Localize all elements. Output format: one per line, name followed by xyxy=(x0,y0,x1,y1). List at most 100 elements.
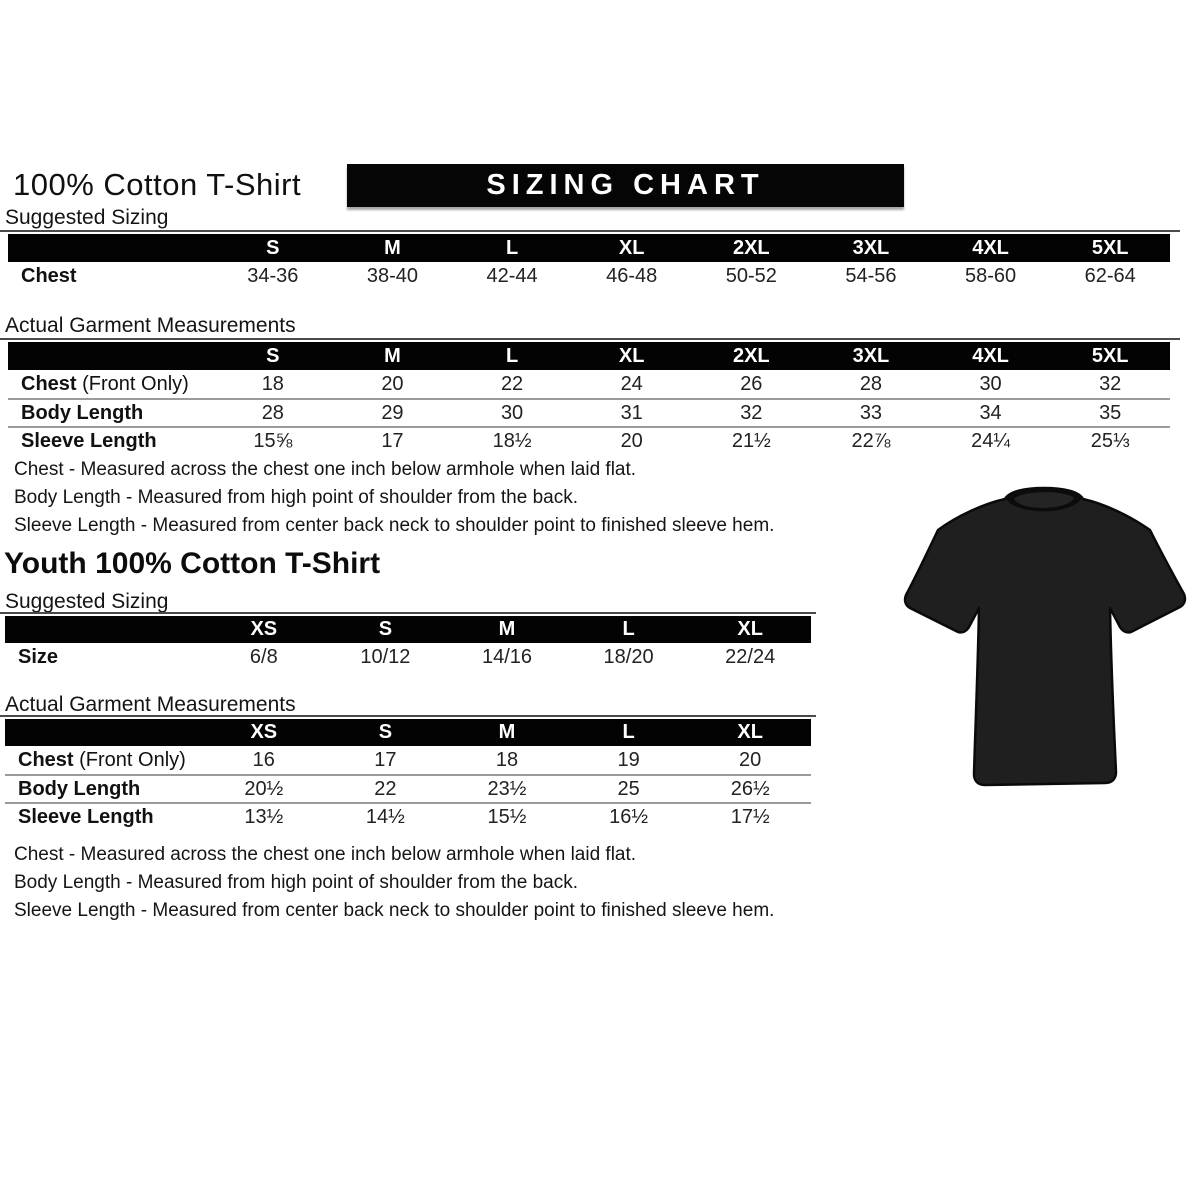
size-column-header: L xyxy=(622,721,635,743)
sizing-chart-banner: SIZING CHART xyxy=(347,164,904,207)
row-label: Chest xyxy=(21,264,77,287)
size-column-header: L xyxy=(505,344,519,367)
tshirt-collar-inner xyxy=(1014,492,1074,508)
row-label: Size xyxy=(18,645,59,668)
measurement-value: 23½ xyxy=(487,777,527,800)
measurement-value: 22 xyxy=(374,777,397,800)
size-column-header: XL xyxy=(618,236,645,259)
measurement-note: Chest - Measured across the chest one in… xyxy=(14,844,637,865)
measurement-value: 18 xyxy=(495,748,519,771)
heading-rule xyxy=(0,230,1180,232)
row-label: Sleeve Length xyxy=(21,429,157,452)
measurement-value: 29 xyxy=(381,401,404,424)
measurement-value: 6/8 xyxy=(249,645,278,668)
adult-section-title: 100% Cotton T-Shirt xyxy=(13,167,302,202)
measurement-value: 22⅞ xyxy=(851,429,891,452)
measurement-value: 33 xyxy=(859,401,883,424)
measurement-note: Body Length - Measured from high point o… xyxy=(14,872,578,893)
measurement-value: 38-40 xyxy=(366,264,419,287)
measurement-note: Chest - Measured across the chest one in… xyxy=(14,459,637,480)
youth-actual-measurements-heading: Actual Garment Measurements xyxy=(5,693,296,716)
measurement-value: 14½ xyxy=(365,805,405,828)
measurement-value: 20½ xyxy=(244,777,284,800)
size-column-header: 4XL xyxy=(972,344,1009,367)
measurement-value: 34-36 xyxy=(247,264,299,287)
measurement-value: 46-48 xyxy=(606,264,658,287)
measurement-note: Body Length - Measured from high point o… xyxy=(14,487,578,508)
measurement-value: 31 xyxy=(620,401,643,424)
size-header-row: XS S M L XL xyxy=(5,719,811,746)
measurement-value: 24¼ xyxy=(971,429,1011,452)
size-column-header: 5XL xyxy=(1091,344,1129,367)
measurement-value: 14/16 xyxy=(481,645,533,668)
measurement-value: 13½ xyxy=(244,805,284,828)
size-column-header: 4XL xyxy=(972,236,1009,259)
measurement-value: 18 xyxy=(261,372,284,395)
heading-rule xyxy=(0,612,816,614)
measurement-value: 10/12 xyxy=(360,645,411,668)
measurement-value: 24 xyxy=(620,372,643,395)
measurement-value: 50-52 xyxy=(725,264,777,287)
size-header-row: XS S M L XL xyxy=(5,616,811,643)
heading-rule xyxy=(0,338,1180,340)
row-label: Body Length xyxy=(18,777,141,800)
size-column-header: XS xyxy=(250,618,278,640)
youth-section-title: Youth 100% Cotton T-Shirt xyxy=(4,547,381,580)
size-column-header: XL xyxy=(618,344,645,367)
size-column-header: 3XL xyxy=(852,236,890,259)
adult-measurement-notes: Chest - Measured across the chest one in… xyxy=(14,459,774,543)
size-column-header: M xyxy=(498,721,516,743)
size-column-header: 3XL xyxy=(852,344,890,367)
measurement-value: 21½ xyxy=(731,429,771,452)
measurement-value: 18/20 xyxy=(603,645,654,668)
measurement-value: 32 xyxy=(740,401,763,424)
size-column-header: M xyxy=(384,344,401,367)
row-label: Body Length xyxy=(21,401,144,424)
size-column-header: L xyxy=(505,236,519,259)
measurement-value: 17 xyxy=(374,748,397,771)
measurement-value: 30 xyxy=(979,372,1002,395)
size-column-header: M xyxy=(498,618,516,640)
measurement-value: 30 xyxy=(500,401,524,424)
measurement-row: Size 6/8 10/12 14/16 18/20 22/24 xyxy=(5,643,811,671)
measurement-value: 26 xyxy=(740,372,763,395)
row-label: Sleeve Length xyxy=(18,805,154,828)
size-header-row: S M L XL 2XL 3XL 4XL 5XL xyxy=(8,234,1170,262)
size-column-header: XL xyxy=(737,618,763,640)
measurement-value: 17½ xyxy=(730,805,770,828)
measurement-row: Body Length 20½ 22 23½ 25 26½ xyxy=(5,774,811,802)
size-column-header: S xyxy=(266,236,280,259)
measurement-value: 17 xyxy=(381,429,404,452)
measurement-value: 62-64 xyxy=(1084,264,1136,287)
size-column-header: 2XL xyxy=(732,344,770,367)
measurement-value: 15⅝ xyxy=(253,429,293,452)
adult-suggested-sizing-table: S M L XL 2XL 3XL 4XL 5XL Chest 34-36 38-40 42-44 46-… xyxy=(8,234,1170,290)
measurement-value: 20 xyxy=(739,748,762,771)
size-column-header: 5XL xyxy=(1091,236,1129,259)
measurement-value: 35 xyxy=(1099,401,1122,424)
measurement-value: 18½ xyxy=(492,429,532,452)
measurement-value: 42-44 xyxy=(486,264,538,287)
measurement-note: Sleeve Length - Measured from center bac… xyxy=(14,900,775,921)
heading-rule xyxy=(0,715,816,717)
row-label: Chest (Front Only) xyxy=(21,372,189,395)
black-tshirt-image xyxy=(903,486,1187,787)
measurement-value: 22/24 xyxy=(725,645,776,668)
size-column-header: S xyxy=(378,721,393,743)
measurement-note: Sleeve Length - Measured from center bac… xyxy=(14,515,775,536)
youth-actual-measurements-table: XS S M L XL Chest (Front Only) 16 17 18 19 20 Body … xyxy=(5,719,811,830)
measurement-value: 32 xyxy=(1099,372,1122,395)
size-column-header: XS xyxy=(250,721,278,743)
measurement-row: Chest 34-36 38-40 42-44 46-48 50-52 54-56 58-60… xyxy=(8,262,1170,290)
measurement-row: Sleeve Length 13½ 14½ 15½ 16½ 17½ xyxy=(5,802,811,830)
measurement-row: Chest (Front Only) 18 20 22 24 26 28 30 32 xyxy=(8,370,1170,398)
size-column-header: 2XL xyxy=(732,236,770,259)
adult-suggested-sizing-heading: Suggested Sizing xyxy=(5,206,169,229)
measurement-value: 25⅓ xyxy=(1090,429,1130,452)
measurement-row: Sleeve Length 15⅝ 17 18½ 20 21½ 22⅞ 24¼ 25⅓ xyxy=(8,426,1170,454)
measurement-value: 26½ xyxy=(730,777,770,800)
row-label: Chest (Front Only) xyxy=(18,748,186,771)
size-header-row: S M L XL 2XL 3XL 4XL 5XL xyxy=(8,342,1170,370)
measurement-value: 20 xyxy=(381,372,404,395)
measurement-value: 28 xyxy=(859,372,883,395)
